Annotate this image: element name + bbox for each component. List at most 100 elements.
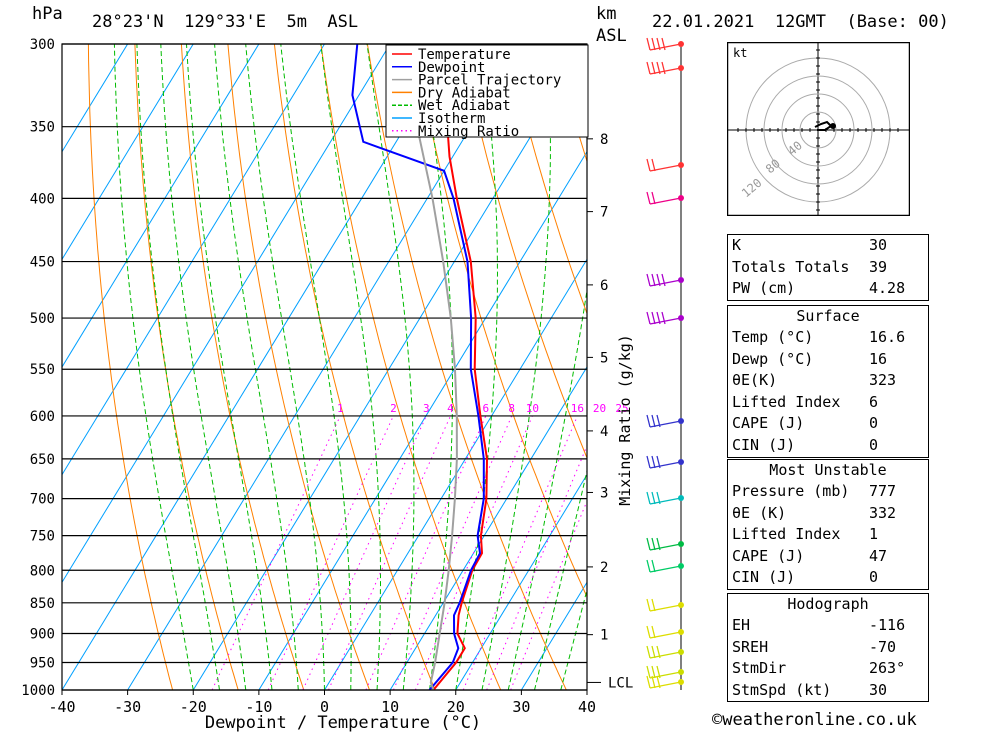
row-value: 4.28 [869, 279, 906, 298]
wet-adiabat-line [320, 44, 381, 690]
wind-barb-flag [646, 665, 651, 679]
wind-barb-flag [656, 273, 661, 287]
wind-barb-flag [651, 598, 656, 612]
wind-barb-flag [656, 645, 661, 659]
pressure-tick-label: 850 [30, 596, 55, 612]
hodograph-ring [781, 93, 855, 167]
wind-barb-flag [656, 61, 661, 75]
indices-panel: K 30 Totals Totals 39 PW (cm) 4.28 [727, 234, 929, 301]
row-value: 39 [869, 257, 888, 276]
lcl-label: LCL [608, 675, 633, 691]
wind-barb-flag [646, 61, 651, 75]
hodograph-stat-row: SREH -70 [728, 637, 928, 659]
dry-adiabat-line [87, 44, 174, 690]
isotherm-line [62, 44, 325, 476]
most-unstable-row: Lifted Index 1 [728, 524, 928, 546]
wind-barb-flag [651, 311, 656, 325]
most-unstable-row: θE (K) 332 [728, 503, 928, 525]
hodograph-trace [814, 120, 833, 131]
temperature-tick-label: 10 [381, 698, 399, 716]
wind-barb-flag [656, 665, 661, 679]
wind-barb-flag [661, 61, 666, 75]
row-label: EH [732, 616, 751, 634]
mixing-ratio-line [393, 415, 513, 690]
isotherm-line [192, 44, 587, 690]
legend-label: Dry Adiabat [418, 85, 511, 101]
most-unstable-row: CAPE (J) 47 [728, 546, 928, 568]
pressure-tick-label: 300 [30, 37, 55, 53]
height-ref-label: ASL [596, 26, 627, 46]
wind-barb-flag [656, 311, 661, 325]
wind-barb-flag [661, 311, 666, 325]
row-label: Pressure (mb) [732, 482, 850, 500]
wind-barb-flag [646, 191, 651, 205]
most-unstable-row: CIN (J) 0 [728, 567, 928, 589]
surface-row: Lifted Index 6 [728, 392, 928, 414]
row-value: -70 [869, 637, 897, 656]
wind-barb-flag [646, 537, 651, 551]
legend-label: Isotherm [418, 111, 485, 127]
row-value: 30 [869, 680, 888, 699]
surface-panel: Surface Temp (°C) 16.6 Dewp (°C) 16 θE(K) 323 L… [727, 305, 929, 458]
mixing-ratio-label: 2 [390, 402, 397, 415]
row-value: 323 [869, 371, 897, 390]
row-label: CIN (J) [732, 568, 796, 587]
mixing-ratio-line [365, 415, 487, 690]
height-tick-label: 1 [600, 628, 608, 644]
pressure-tick-label: 950 [30, 655, 55, 671]
height-unit-label: km [596, 4, 617, 24]
isotherm-line [62, 44, 457, 690]
row-value: 777 [869, 482, 897, 500]
pressure-tick-label: 650 [30, 452, 55, 468]
row-label: Dewp (°C) [732, 349, 814, 368]
wet-adiabat-line [113, 44, 194, 690]
pressure-tick-label: 350 [30, 120, 55, 136]
isotherm-line [455, 473, 587, 690]
row-label: θE(K) [732, 371, 778, 390]
temperature-tick-label: 0 [320, 698, 329, 716]
legend-box [385, 44, 589, 138]
isotherm-line [389, 366, 587, 690]
surface-row: Temp (°C) 16.6 [728, 327, 928, 349]
wet-adiabat-line [366, 44, 415, 690]
wind-barb-flag [661, 37, 666, 51]
mixing-ratio-label: 8 [508, 402, 515, 415]
wind-barb-flag [656, 537, 661, 551]
wind-barb-flag [656, 491, 661, 505]
legend-label: Parcel Trajectory [418, 73, 561, 89]
wind-barb-flag [651, 491, 656, 505]
most-unstable-panel: Most Unstable Pressure (mb) 777 θE (K) 332 Li… [727, 459, 929, 590]
wet-adiabat-line [560, 588, 587, 690]
surface-row: CIN (J) 0 [728, 435, 928, 457]
pressure-unit-label: hPa [32, 4, 63, 24]
row-value: 263° [869, 659, 906, 678]
temperature-tick-label: 40 [578, 698, 596, 716]
isotherm-line [62, 44, 194, 261]
row-value: 0 [869, 435, 879, 454]
row-label: PW (cm) [732, 279, 796, 298]
most-unstable-row: Pressure (mb) 777 [728, 481, 928, 503]
row-label: K [732, 236, 742, 254]
wind-barb-flag [651, 665, 656, 679]
row-value: 332 [869, 503, 897, 522]
surface-row: Dewp (°C) 16 [728, 349, 928, 371]
datetime-title: 22.01.2021 12GMT (Base: 00) [652, 12, 949, 32]
x-axis-title: Dewpoint / Temperature (°C) [205, 713, 481, 733]
isotherm-line [127, 44, 522, 690]
row-label: StmDir [732, 659, 787, 678]
row-label: CAPE (J) [732, 414, 805, 433]
wind-barb-flag [651, 645, 656, 659]
row-label: θE (K) [732, 503, 787, 522]
wind-barb-flag [651, 625, 656, 639]
wind-barb-flag [656, 455, 661, 469]
surface-row: CAPE (J) 0 [728, 413, 928, 435]
hodograph-stats-panel: Hodograph EH -116 SREH -70 StmDir 263° StmSpd (… [727, 593, 929, 703]
index-row: Totals Totals 39 [728, 257, 928, 279]
mixing-ratio-axis-title: Mixing Ratio (g/kg) [616, 334, 634, 506]
surface-row: θE(K) 323 [728, 370, 928, 392]
pressure-tick-label: 800 [30, 563, 55, 579]
row-value: 0 [869, 414, 879, 433]
temperature-tick-label: -40 [48, 698, 75, 716]
copyright-footer: ©weatheronline.co.uk [712, 710, 917, 730]
row-value: 6 [869, 392, 879, 411]
